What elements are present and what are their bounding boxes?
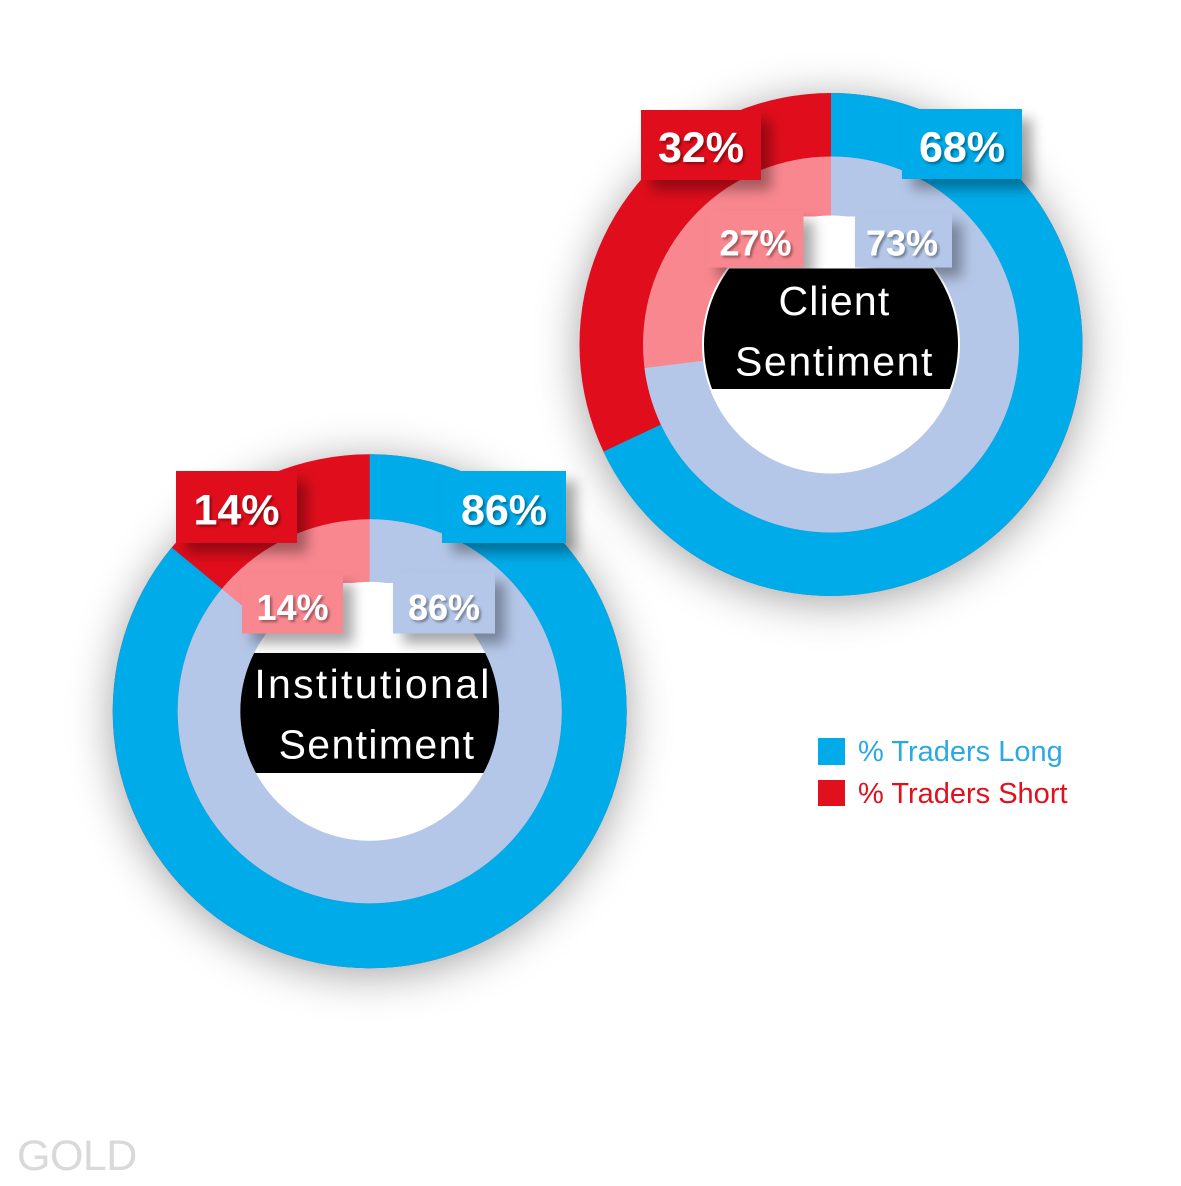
svg-text:86%: 86% bbox=[461, 487, 547, 535]
svg-text:86%: 86% bbox=[408, 587, 480, 628]
svg-text:GOLD: GOLD bbox=[17, 1132, 137, 1180]
svg-text:68%: 68% bbox=[919, 124, 1005, 172]
svg-text:Sentiment: Sentiment bbox=[735, 339, 934, 385]
svg-text:Client: Client bbox=[778, 278, 890, 324]
svg-text:14%: 14% bbox=[193, 487, 279, 535]
svg-text:14%: 14% bbox=[256, 587, 328, 628]
svg-text:Sentiment: Sentiment bbox=[279, 722, 476, 768]
svg-text:% Traders Short: % Traders Short bbox=[858, 778, 1068, 810]
svg-text:% Traders Long: % Traders Long bbox=[858, 736, 1063, 768]
svg-text:27%: 27% bbox=[719, 223, 791, 264]
svg-text:Institutional: Institutional bbox=[254, 661, 491, 707]
svg-text:32%: 32% bbox=[658, 124, 744, 172]
svg-text:73%: 73% bbox=[866, 223, 938, 264]
